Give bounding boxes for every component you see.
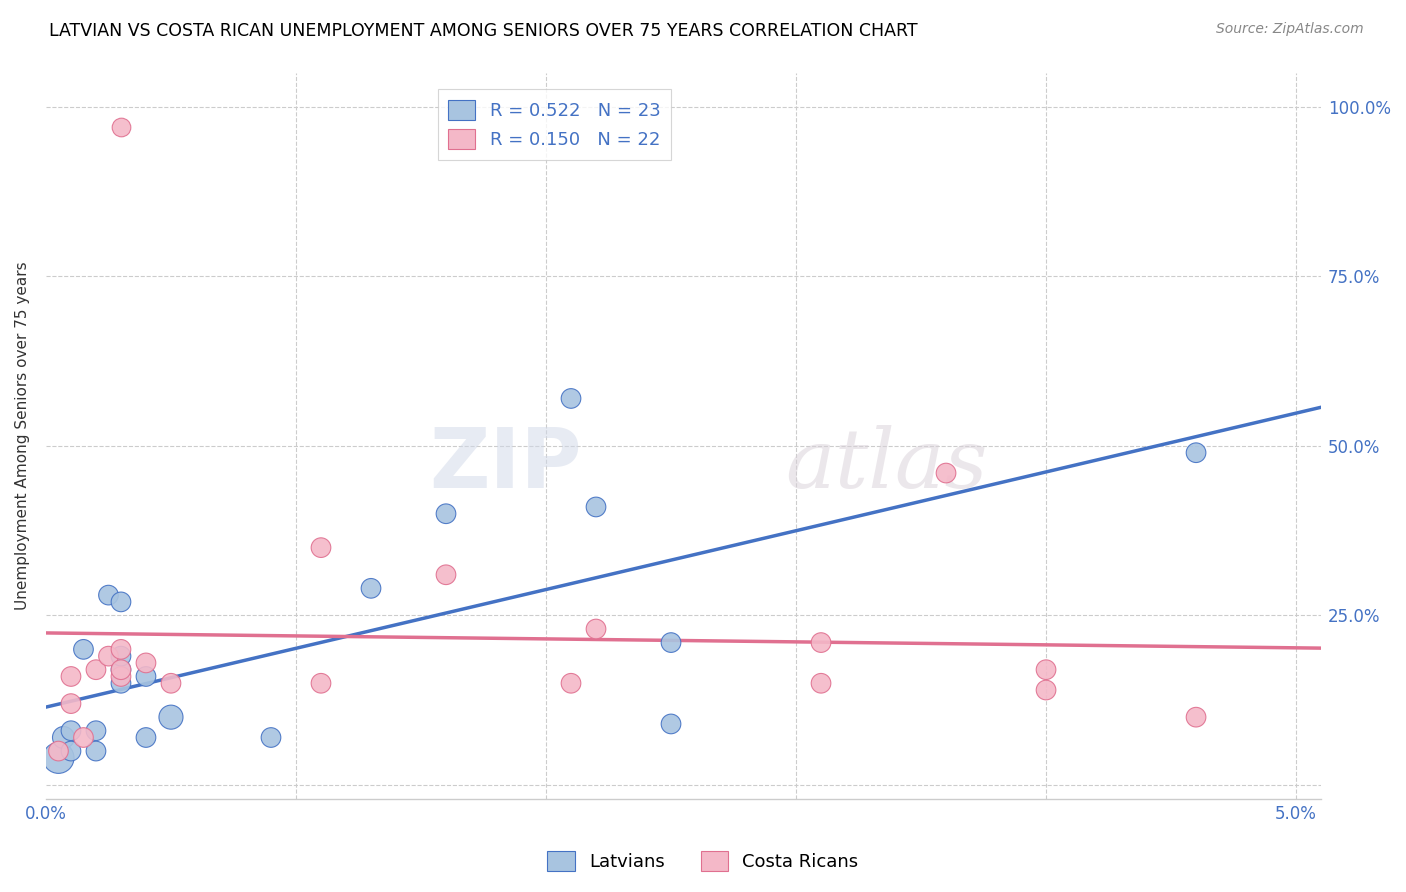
Point (72, 642, 94, 657)
Point (59, 744, 82, 758)
Point (72, 731, 94, 745)
Point (810, 676, 832, 690)
Point (84, 663, 107, 677)
Point (1035, 683, 1057, 698)
Point (110, 642, 132, 657)
Point (135, 656, 157, 670)
Point (560, 676, 582, 690)
Text: LATVIAN VS COSTA RICAN UNEMPLOYMENT AMONG SENIORS OVER 75 YEARS CORRELATION CHAR: LATVIAN VS COSTA RICAN UNEMPLOYMENT AMON… (49, 22, 918, 40)
Point (110, 663, 132, 677)
Point (135, 731, 157, 745)
Point (48, 751, 70, 765)
Point (309, 541, 332, 555)
Point (585, 622, 607, 636)
Point (110, 120, 132, 135)
Point (110, 669, 132, 683)
Text: Source: ZipAtlas.com: Source: ZipAtlas.com (1216, 22, 1364, 37)
Point (59, 697, 82, 711)
Point (110, 595, 132, 609)
Point (59, 723, 82, 738)
Point (810, 635, 832, 649)
Point (434, 567, 457, 582)
Point (935, 466, 957, 480)
Text: ZIP: ZIP (429, 425, 582, 505)
Point (59, 669, 82, 683)
Point (434, 507, 457, 521)
Legend: R = 0.522   N = 23, R = 0.150   N = 22: R = 0.522 N = 23, R = 0.150 N = 22 (437, 89, 672, 160)
Point (560, 392, 582, 406)
Point (110, 663, 132, 677)
Y-axis label: Unemployment Among Seniors over 75 years: Unemployment Among Seniors over 75 years (15, 261, 30, 610)
Point (260, 731, 283, 745)
Point (160, 710, 183, 724)
Point (659, 635, 682, 649)
Point (360, 582, 382, 596)
Point (110, 649, 132, 664)
Point (309, 676, 332, 690)
Point (585, 500, 607, 514)
Point (1035, 663, 1057, 677)
Point (48, 744, 70, 758)
Point (160, 676, 183, 690)
Point (135, 669, 157, 683)
Legend: Latvians, Costa Ricans: Latvians, Costa Ricans (540, 844, 866, 879)
Point (97, 649, 120, 664)
Point (1185, 446, 1208, 460)
Point (84, 723, 107, 738)
Point (659, 717, 682, 731)
Point (97, 588, 120, 602)
Text: atlas: atlas (786, 425, 988, 505)
Point (1185, 710, 1208, 724)
Point (84, 744, 107, 758)
Point (110, 676, 132, 690)
Point (52, 731, 75, 745)
